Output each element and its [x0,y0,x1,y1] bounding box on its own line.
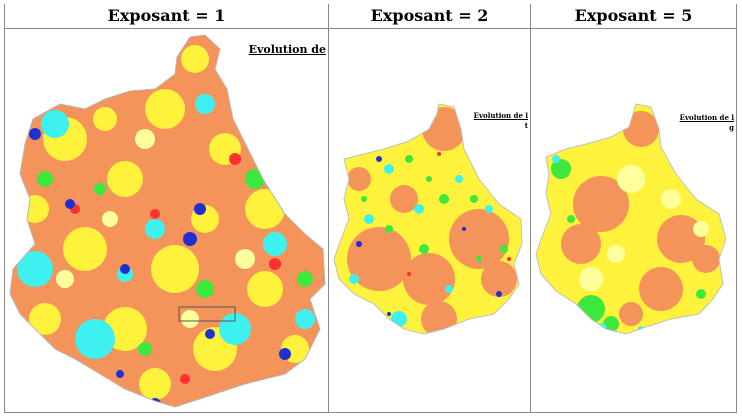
map-legend-subtitle: g [729,123,734,132]
panel-header: Exposant = 5 [531,4,736,29]
panel-content: Evolution de l g [531,29,736,413]
panel-header: Exposant = 2 [329,4,530,29]
map-legend-subtitle: t [524,121,528,130]
map-exposant-5 [535,103,727,335]
map-regions [536,104,726,334]
panel-exposant-2: Exposant = 2 [329,4,531,413]
panel-content: Evolution de [5,29,328,413]
map-exposant-2 [333,103,523,335]
panel-exposant-5: Exposant = 5 [531,4,737,413]
panel-exposant-1: Exposant = 1 [4,4,329,413]
map-exposant-1 [9,34,326,408]
panel-header: Exposant = 1 [5,4,328,29]
map-regions [10,35,325,407]
map-legend-title: Evolution de l [473,111,528,120]
map-legend-title: Evolution de [248,43,326,56]
panel-content: Evolution de l t [329,29,530,413]
map-legend-title: Evolution de l [679,113,734,122]
